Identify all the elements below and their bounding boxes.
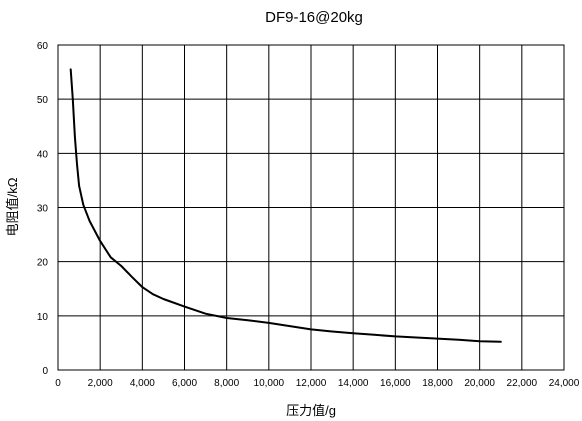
x-axis-ticks: 0 2,000 4,000 6,000 8,000 10,000 12,000 14,000 1… bbox=[55, 378, 580, 389]
y-tick-label: 20 bbox=[37, 258, 49, 269]
x-tick-label: 8,000 bbox=[214, 378, 239, 389]
x-tick-label: 2,000 bbox=[88, 378, 113, 389]
x-axis-label: 压力值/g bbox=[286, 403, 336, 418]
y-tick-label: 10 bbox=[37, 312, 49, 323]
x-tick-label: 14,000 bbox=[338, 378, 369, 389]
x-tick-label: 12,000 bbox=[296, 378, 327, 389]
y-tick-label: 40 bbox=[37, 149, 49, 160]
y-axis-label: 电阻值/kΩ bbox=[5, 177, 20, 236]
y-axis-ticks: 0 10 20 30 40 50 60 bbox=[37, 41, 49, 377]
x-tick-label: 20,000 bbox=[464, 378, 495, 389]
plot-grid bbox=[58, 45, 564, 370]
x-tick-label: 18,000 bbox=[422, 378, 453, 389]
y-tick-label: 50 bbox=[37, 95, 49, 106]
x-tick-label: 10,000 bbox=[254, 378, 285, 389]
x-tick-label: 6,000 bbox=[172, 378, 197, 389]
y-tick-label: 30 bbox=[37, 204, 49, 215]
x-tick-label: 24,000 bbox=[549, 378, 580, 389]
y-tick-label: 0 bbox=[42, 366, 48, 377]
series-line bbox=[69, 68, 502, 343]
plot-frame bbox=[57, 44, 565, 371]
x-tick-label: 22,000 bbox=[507, 378, 538, 389]
x-tick-label: 4,000 bbox=[130, 378, 155, 389]
x-tick-label: 0 bbox=[55, 378, 61, 389]
x-tick-label: 16,000 bbox=[380, 378, 411, 389]
chart-title: DF9-16@20kg bbox=[265, 9, 363, 26]
y-tick-label: 60 bbox=[37, 41, 49, 52]
